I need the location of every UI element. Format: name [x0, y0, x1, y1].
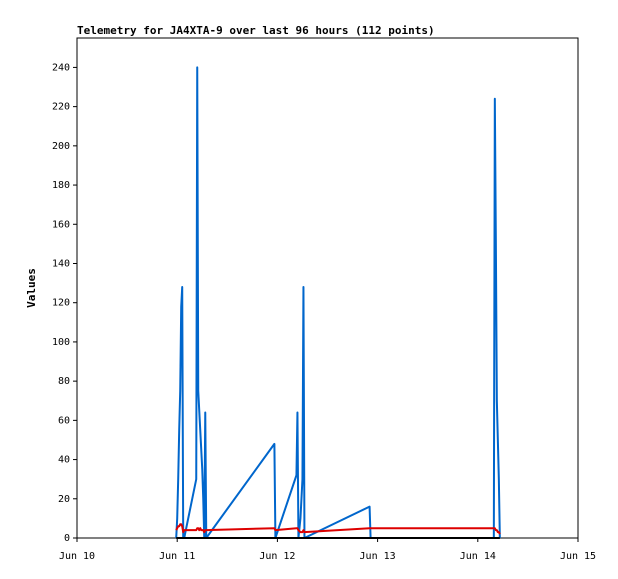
y-tick-label: 140	[52, 258, 70, 269]
y-tick-label: 220	[52, 102, 70, 113]
chart-title: Telemetry for JA4XTA-9 over last 96 hour…	[77, 24, 435, 37]
y-tick-label: 200	[52, 141, 70, 152]
y-tick-label: 160	[52, 219, 70, 230]
y-tick-label: 60	[58, 415, 70, 426]
y-tick-label: 240	[52, 62, 70, 73]
x-tick-label: Jun 15	[560, 551, 596, 562]
y-tick-label: 80	[58, 376, 70, 387]
x-tick-label: Jun 14	[460, 551, 496, 562]
y-tick-label: 40	[58, 455, 70, 466]
x-tick-label: Jun 10	[59, 551, 95, 562]
series-line	[175, 523, 501, 535]
y-tick-label: 120	[52, 298, 70, 309]
x-tick-label: Jun 11	[159, 551, 195, 562]
y-axis-label: Values	[25, 268, 38, 308]
x-tick-label: Jun 12	[259, 551, 295, 562]
y-tick-label: 100	[52, 337, 70, 348]
x-tick-label: Jun 13	[360, 551, 396, 562]
y-tick-label: 20	[58, 494, 70, 505]
y-tick-label: 180	[52, 180, 70, 191]
y-tick-label: 0	[64, 533, 70, 544]
